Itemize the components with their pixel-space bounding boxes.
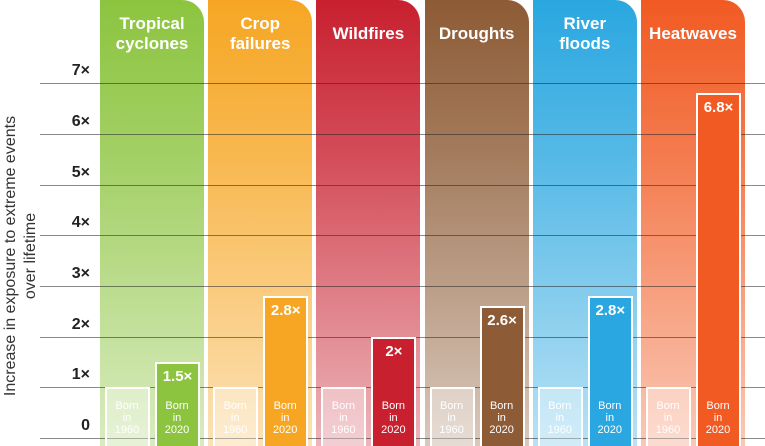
bar bbox=[213, 387, 259, 446]
value-label: 6.8× bbox=[703, 99, 734, 117]
bar-series-label: Born in 2020 bbox=[705, 400, 731, 436]
value-label: 2.8× bbox=[595, 302, 626, 320]
bar-series-label: Born in 1960 bbox=[114, 400, 140, 436]
bar bbox=[429, 387, 475, 446]
grid-line bbox=[40, 184, 765, 186]
value-label: 2× bbox=[385, 342, 403, 360]
bar bbox=[646, 387, 691, 446]
category-label: Crop failures bbox=[229, 14, 291, 53]
y-tick-label: 0 bbox=[81, 417, 90, 434]
y-axis-title: Increase in exposure to extreme events o… bbox=[2, 115, 39, 397]
bar-series-label: Born in 2020 bbox=[164, 400, 190, 436]
value-label: 2.8× bbox=[270, 302, 301, 320]
bar bbox=[587, 296, 633, 446]
y-tick-label: 2× bbox=[71, 315, 90, 333]
y-tick-label: 1× bbox=[71, 366, 90, 384]
bar-series-label: Born in 1960 bbox=[547, 400, 573, 436]
bar-series-label: Born in 1960 bbox=[222, 400, 248, 436]
value-label: 1.5× bbox=[162, 367, 193, 385]
y-tick-label: 7× bbox=[71, 62, 90, 80]
bar bbox=[321, 387, 367, 446]
grid-line bbox=[40, 285, 765, 287]
bar bbox=[537, 387, 583, 446]
category-label: River floods bbox=[559, 14, 611, 53]
grid-line bbox=[40, 235, 765, 237]
category-label: Tropical cyclones bbox=[115, 14, 189, 53]
y-tick-label: 6× bbox=[71, 112, 90, 130]
bar-series-label: Born in 2020 bbox=[489, 400, 514, 436]
value-label: 2.6× bbox=[487, 312, 517, 330]
bar bbox=[371, 336, 417, 446]
bar-series-label: Born in 1960 bbox=[439, 400, 464, 436]
category-label: Wildfires bbox=[332, 24, 405, 43]
bar-series-label: Born in 1960 bbox=[655, 400, 681, 436]
y-tick-label: 3× bbox=[71, 264, 90, 282]
bar-series-label: Born in 1960 bbox=[331, 400, 356, 436]
bar bbox=[155, 361, 200, 446]
bar bbox=[263, 296, 309, 446]
bar-series-label: Born in 2020 bbox=[597, 400, 623, 436]
grid-line bbox=[40, 133, 765, 135]
grid-line bbox=[40, 83, 765, 85]
bar bbox=[696, 93, 741, 446]
bar bbox=[105, 387, 150, 446]
bar-series-label: Born in 2020 bbox=[272, 400, 298, 436]
y-tick-label: 5× bbox=[71, 163, 90, 181]
category-label: Heatwaves bbox=[649, 24, 737, 43]
y-tick-label: 4× bbox=[71, 214, 90, 232]
category-label: Droughts bbox=[438, 24, 515, 43]
bar bbox=[479, 306, 525, 446]
bar-series-label: Born in 2020 bbox=[381, 400, 406, 436]
